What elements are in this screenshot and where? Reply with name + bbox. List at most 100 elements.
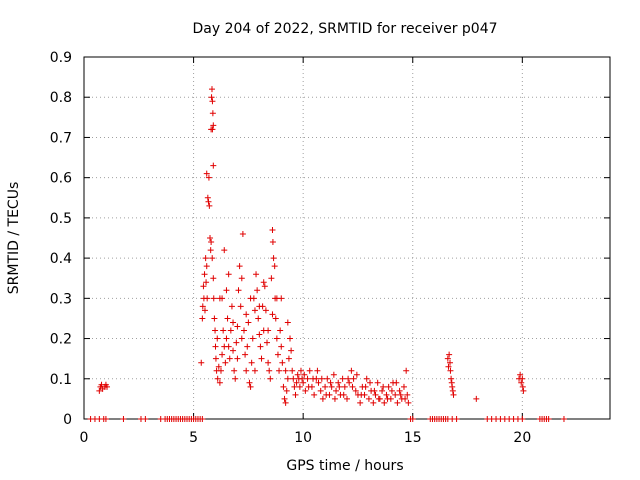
data-point <box>261 283 268 290</box>
data-point <box>344 395 350 402</box>
y-tick-labels: 0 0.1 0.2 0.3 0.4 0.5 0.6 0.7 0.8 0.9 <box>50 50 72 428</box>
data-point <box>372 391 379 398</box>
y-tick-label: 0.9 <box>50 50 72 66</box>
data-point <box>348 367 355 374</box>
data-point <box>142 416 149 422</box>
data-point <box>374 379 381 386</box>
x-tick-labels: 0 5 10 15 20 <box>80 430 532 446</box>
data-point <box>279 359 286 366</box>
data-point <box>517 371 524 378</box>
data-point <box>370 399 377 406</box>
data-point <box>209 98 216 105</box>
data-point <box>266 367 273 374</box>
data-point <box>238 335 245 342</box>
y-tick-label: 0.1 <box>50 372 72 388</box>
data-point <box>255 315 262 322</box>
data-point <box>262 307 269 314</box>
data-point <box>446 351 453 358</box>
data-point <box>200 283 207 290</box>
data-point <box>212 355 219 362</box>
data-point <box>245 319 252 326</box>
data-point <box>300 379 307 386</box>
y-tick-label: 0.3 <box>50 291 72 307</box>
data-point <box>226 355 233 362</box>
data-point <box>219 351 226 358</box>
data-point <box>247 295 254 302</box>
data-point <box>336 383 343 390</box>
data-point <box>208 239 215 246</box>
data-point <box>445 363 452 370</box>
data-point <box>284 319 291 326</box>
data-point <box>350 375 357 382</box>
data-point <box>449 383 456 390</box>
data-point <box>246 379 253 386</box>
data-point <box>239 230 246 237</box>
data-point <box>448 375 455 382</box>
data-point <box>274 351 281 358</box>
data-point <box>204 194 211 201</box>
data-point <box>282 399 289 406</box>
data-point <box>225 271 232 278</box>
data-point <box>267 375 274 382</box>
data-point <box>210 295 217 302</box>
data-point <box>519 416 526 422</box>
data-point <box>314 367 321 374</box>
data-point <box>396 387 403 394</box>
data-point <box>199 416 206 422</box>
data-point <box>560 416 567 422</box>
data-point <box>327 379 334 386</box>
data-point <box>233 339 240 346</box>
data-point <box>211 315 218 322</box>
data-point <box>203 170 210 177</box>
data-point <box>243 311 250 318</box>
data-point <box>253 271 260 278</box>
data-point <box>367 379 374 386</box>
data-point <box>363 375 370 382</box>
data-point <box>260 279 267 286</box>
data-point <box>362 383 369 390</box>
data-point <box>270 255 277 262</box>
data-point <box>301 371 308 378</box>
data-point <box>201 271 208 278</box>
data-point <box>269 239 276 246</box>
data-point <box>296 383 303 390</box>
data-point <box>227 327 234 334</box>
data-point <box>315 379 322 386</box>
data-point <box>216 295 223 302</box>
data-point <box>254 287 261 294</box>
data-point <box>273 295 280 302</box>
data-point <box>318 375 325 382</box>
data-point <box>232 375 239 382</box>
data-point <box>383 391 390 398</box>
y-tick-label: 0 <box>63 412 72 428</box>
x-tick-label: 20 <box>513 430 531 446</box>
data-point <box>453 416 460 422</box>
data-point <box>346 379 353 386</box>
data-point <box>288 347 295 354</box>
data-point <box>205 174 212 181</box>
data-point <box>277 327 284 334</box>
data-point <box>224 315 231 322</box>
data-point <box>199 315 206 322</box>
data-point <box>243 367 250 374</box>
data-point <box>258 355 265 362</box>
data-point <box>393 379 400 386</box>
data-point <box>394 399 401 406</box>
data-point <box>330 371 337 378</box>
data-point <box>257 343 264 350</box>
data-point <box>199 303 206 310</box>
data-point <box>400 383 407 390</box>
data-point <box>319 395 326 402</box>
data-point <box>404 391 411 398</box>
data-point <box>365 395 372 402</box>
data-point <box>405 399 412 406</box>
data-point <box>238 275 245 282</box>
data-point <box>284 375 291 382</box>
data-point <box>102 416 109 422</box>
data-point <box>230 319 237 326</box>
y-tick-label: 0.2 <box>50 332 72 348</box>
data-point <box>290 375 297 382</box>
data-point <box>409 416 416 422</box>
data-point <box>248 359 255 366</box>
data-point <box>447 367 454 374</box>
